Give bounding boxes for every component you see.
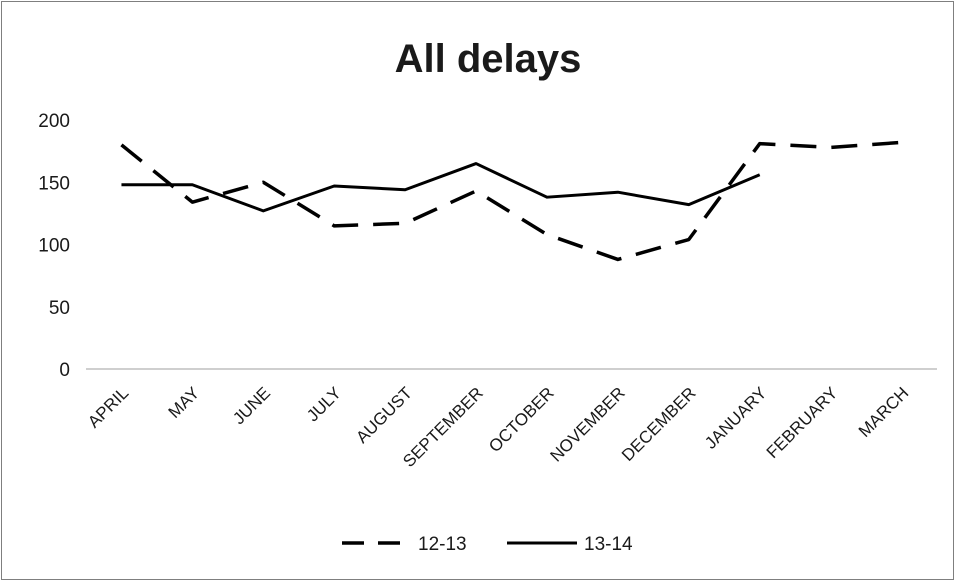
x-tick-label: NOVEMBER	[546, 383, 628, 465]
y-tick-label: 100	[38, 236, 70, 257]
series-line-12-13	[120, 140, 902, 262]
y-tick-label: 150	[38, 173, 70, 194]
legend: 12-13 13-14	[342, 534, 633, 555]
x-tick-label: AUGUST	[352, 383, 416, 447]
chart-title: All delays	[395, 37, 582, 81]
x-axis: APRIL MAY JUNE JULY AUGUSTSEPTEMBEROCTOBERNO…	[84, 383, 912, 471]
x-tick-label: JULY	[303, 383, 345, 425]
x-tick-label: JANUARY	[701, 383, 770, 452]
x-tick-label: OCTOBER	[485, 383, 558, 456]
x-tick-label: MARCH	[855, 383, 913, 441]
legend-label-13-14: 13-14	[584, 534, 633, 555]
series-line-13-14	[121, 162, 761, 213]
y-tick-label: 50	[49, 298, 70, 319]
x-tick-label: MAY	[165, 383, 204, 422]
x-tick-label: DECEMBER	[618, 383, 700, 465]
x-tick-label: APRIL	[84, 383, 132, 431]
x-tick-label: FEBRUARY	[763, 383, 842, 462]
series-layer	[120, 140, 902, 262]
y-tick-label: 0	[59, 360, 70, 381]
y-tick-label: 200	[38, 111, 70, 132]
legend-label-12-13: 12-13	[418, 534, 467, 555]
y-axis: 0 50 100 150 200	[38, 111, 70, 381]
x-tick-label: JUNE	[229, 383, 274, 428]
